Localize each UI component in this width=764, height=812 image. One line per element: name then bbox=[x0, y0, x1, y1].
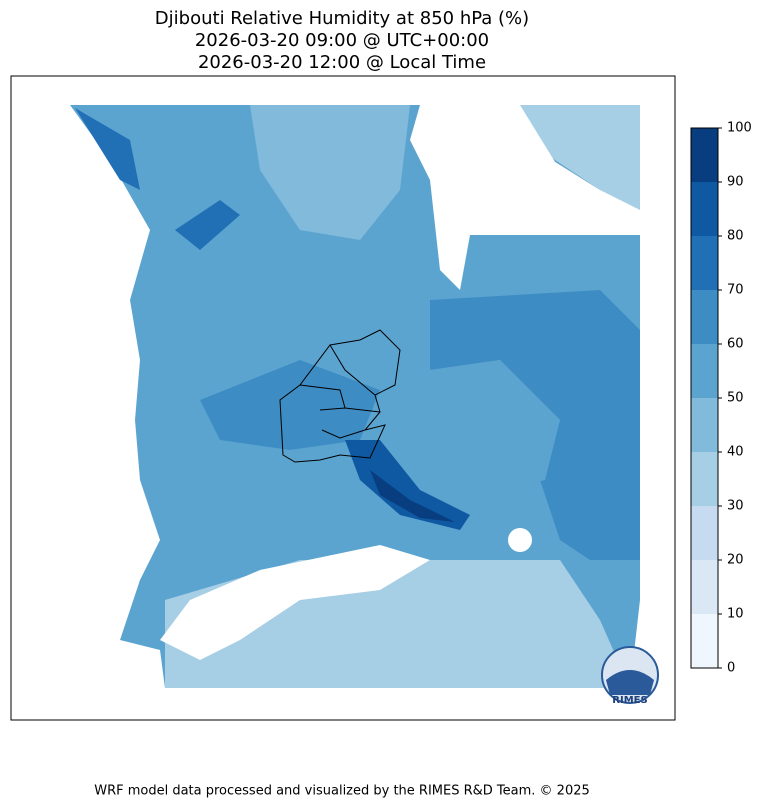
colorbar-tick-label: 90 bbox=[727, 175, 744, 190]
colorbar-tick-label: 40 bbox=[727, 445, 744, 460]
humidity-field bbox=[430, 290, 640, 560]
no-data bbox=[508, 528, 532, 552]
colorbar-level bbox=[691, 344, 718, 398]
colorbar-level bbox=[691, 506, 718, 560]
humidity-field bbox=[370, 470, 455, 522]
humidity-field bbox=[175, 200, 240, 250]
colorbar-level bbox=[691, 290, 718, 344]
humidity-field bbox=[75, 108, 140, 190]
subtitle: 2026-03-20 12:00 @ Local Time bbox=[198, 52, 486, 73]
colorbar-level bbox=[691, 560, 718, 614]
humidity-field bbox=[200, 360, 380, 450]
humidity-field bbox=[395, 360, 560, 500]
colorbar: 0 10 20 30 40 50 60 70 80 90 100 bbox=[690, 121, 752, 676]
colorbar-level bbox=[691, 614, 718, 668]
logo-emblem bbox=[606, 670, 654, 695]
humidity-field bbox=[520, 105, 640, 210]
country-borders bbox=[279, 329, 401, 463]
colorbar-tick-label: 100 bbox=[727, 121, 752, 136]
logo-text: RIMES bbox=[612, 695, 647, 706]
colorbar-tick-label: 30 bbox=[727, 499, 744, 514]
colorbar-tick-label: 20 bbox=[727, 553, 744, 568]
footer: WRF model data processed and visualized … bbox=[94, 784, 590, 799]
colorbar-tick-label: 0 bbox=[727, 661, 735, 676]
colorbar-tick-label: 70 bbox=[727, 283, 744, 298]
colorbar-level bbox=[691, 236, 718, 290]
colorbar-tick-label: 80 bbox=[727, 229, 744, 244]
humidity-field bbox=[250, 105, 410, 240]
no-data bbox=[160, 545, 430, 660]
humidity-field bbox=[345, 440, 470, 530]
colorbar-level bbox=[691, 128, 718, 182]
no-data bbox=[410, 105, 640, 290]
colorbar-level bbox=[691, 452, 718, 506]
colorbar-tick-label: 50 bbox=[727, 391, 744, 406]
subtitle: 2026-03-20 09:00 @ UTC+00:00 bbox=[195, 30, 489, 51]
title: Djibouti Relative Humidity at 850 hPa (%… bbox=[155, 8, 529, 29]
colorbar-level bbox=[691, 182, 718, 236]
colorbar-level bbox=[691, 398, 718, 452]
map: RIMES bbox=[10, 75, 676, 721]
colorbar-tick-label: 60 bbox=[727, 337, 744, 352]
colorbar-tick-label: 10 bbox=[727, 607, 744, 622]
